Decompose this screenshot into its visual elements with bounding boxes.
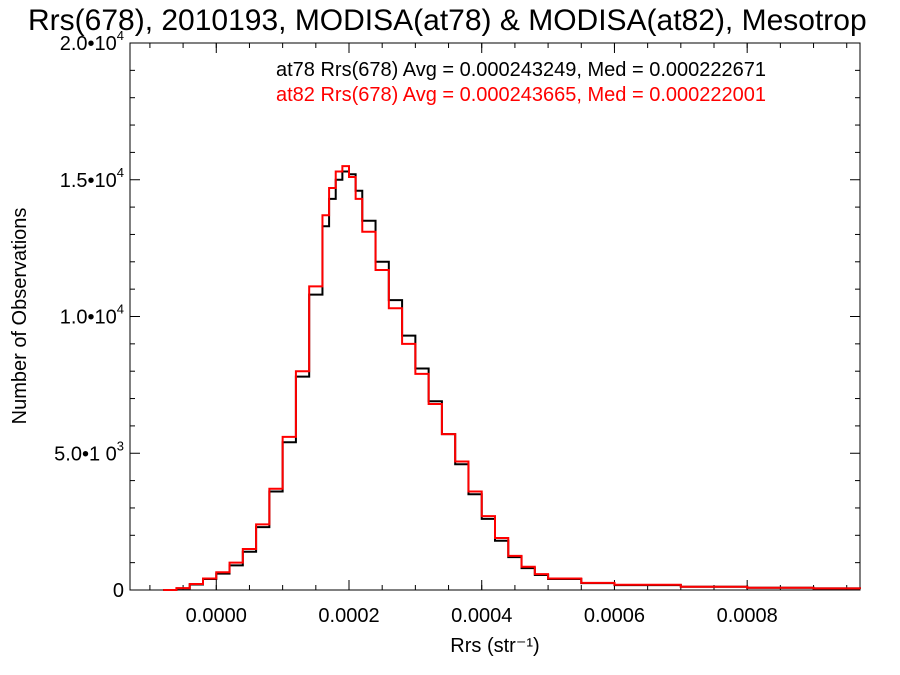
plot-frame [129,42,861,591]
legend-entry-at82: at82 Rrs(678) Avg = 0.000243665, Med = 0… [276,84,766,106]
y-tick-label: 1.0•104 [60,302,124,329]
x-tick-label: 0.0006 [584,605,645,627]
legend-entry-at78: at78 Rrs(678) Avg = 0.000243249, Med = 0… [276,59,766,81]
y-axis-label: Number of Observations [9,208,31,425]
y-axis-ticks: 0 5.0•1 03 1.0•104 1.5•104 2.0•104 [54,28,860,602]
chart-title: Rrs(678), 2010193, MODISA(at78) & MODISA… [28,4,867,37]
x-tick-label: 0.0002 [318,605,379,627]
series-line-at82 [163,165,861,591]
x-tick-label: 0.0000 [186,605,247,627]
x-axis-label: Rrs (str⁻¹) [450,635,539,657]
y-tick-label: 1.5•104 [60,165,124,192]
x-tick-label: 0.0004 [451,605,512,627]
series-line-at78 [163,170,861,591]
y-tick-label: 0 [113,580,124,602]
y-tick-label: 5.0•1 03 [54,438,124,465]
y-tick-label: 2.0•104 [60,28,124,55]
x-axis-ticks: 0.0000 0.0002 0.0004 0.0006 0.0008 [149,43,848,627]
x-tick-label: 0.0008 [717,605,778,627]
series-layer [163,165,861,591]
